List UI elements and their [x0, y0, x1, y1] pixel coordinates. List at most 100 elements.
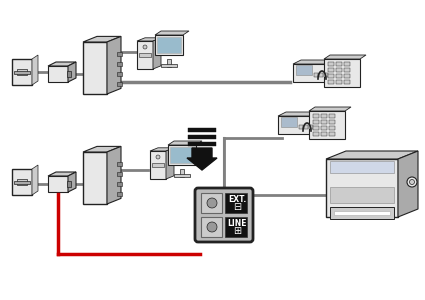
- Bar: [201, 193, 222, 213]
- Circle shape: [207, 198, 217, 208]
- Bar: [201, 217, 222, 237]
- Bar: [296, 65, 312, 75]
- Polygon shape: [155, 31, 189, 35]
- Bar: [67, 181, 71, 187]
- Polygon shape: [83, 36, 121, 42]
- Bar: [117, 52, 122, 56]
- Polygon shape: [68, 172, 76, 192]
- FancyArrow shape: [187, 148, 217, 170]
- Polygon shape: [168, 145, 196, 165]
- Bar: [225, 193, 247, 213]
- Polygon shape: [107, 36, 121, 94]
- Bar: [278, 116, 312, 134]
- Bar: [170, 147, 194, 163]
- FancyBboxPatch shape: [195, 188, 253, 242]
- Polygon shape: [324, 59, 360, 87]
- Bar: [188, 135, 216, 139]
- Polygon shape: [32, 55, 38, 85]
- Bar: [17, 69, 27, 75]
- Bar: [328, 68, 334, 72]
- Polygon shape: [309, 107, 351, 111]
- Bar: [344, 74, 350, 78]
- Bar: [17, 179, 27, 185]
- Bar: [321, 114, 327, 118]
- Polygon shape: [326, 159, 398, 217]
- Bar: [336, 80, 342, 84]
- Bar: [329, 114, 335, 118]
- Bar: [161, 64, 177, 67]
- Polygon shape: [155, 35, 183, 55]
- Polygon shape: [83, 152, 107, 204]
- Polygon shape: [48, 66, 68, 82]
- Polygon shape: [137, 38, 161, 41]
- Bar: [328, 62, 334, 66]
- Polygon shape: [278, 112, 320, 116]
- Bar: [157, 37, 181, 53]
- Bar: [330, 187, 394, 203]
- Polygon shape: [150, 151, 166, 179]
- Bar: [344, 68, 350, 72]
- Bar: [321, 120, 327, 124]
- Bar: [309, 125, 313, 129]
- Bar: [117, 62, 122, 66]
- Polygon shape: [324, 55, 366, 59]
- Bar: [139, 53, 151, 57]
- Bar: [336, 74, 342, 78]
- Bar: [314, 73, 318, 77]
- Polygon shape: [83, 42, 107, 94]
- Circle shape: [207, 222, 217, 232]
- Bar: [313, 126, 319, 130]
- Circle shape: [410, 179, 414, 184]
- Bar: [336, 62, 342, 66]
- Bar: [344, 80, 350, 84]
- Polygon shape: [137, 41, 153, 69]
- Polygon shape: [12, 59, 32, 85]
- Polygon shape: [48, 62, 76, 66]
- Bar: [324, 73, 328, 77]
- Bar: [152, 163, 164, 167]
- Bar: [293, 64, 327, 82]
- Polygon shape: [166, 148, 174, 179]
- Polygon shape: [68, 62, 76, 82]
- Bar: [167, 59, 171, 67]
- Bar: [328, 74, 334, 78]
- Bar: [344, 62, 350, 66]
- Bar: [117, 72, 122, 76]
- Bar: [117, 172, 122, 176]
- Polygon shape: [293, 60, 335, 64]
- Bar: [329, 126, 335, 130]
- Polygon shape: [83, 146, 121, 152]
- Bar: [330, 207, 394, 219]
- Bar: [334, 211, 390, 215]
- Polygon shape: [326, 151, 418, 159]
- Text: LINE: LINE: [227, 218, 247, 227]
- Polygon shape: [107, 146, 121, 204]
- Bar: [281, 117, 297, 127]
- Polygon shape: [309, 111, 345, 139]
- Bar: [117, 82, 122, 86]
- Bar: [313, 120, 319, 124]
- Bar: [328, 80, 334, 84]
- Polygon shape: [168, 141, 202, 145]
- Bar: [329, 132, 335, 136]
- Bar: [14, 70, 30, 74]
- Polygon shape: [12, 169, 32, 195]
- Polygon shape: [48, 176, 68, 192]
- Bar: [313, 132, 319, 136]
- Bar: [330, 161, 394, 173]
- Bar: [336, 68, 342, 72]
- Circle shape: [143, 45, 147, 49]
- Polygon shape: [398, 151, 418, 217]
- Bar: [180, 169, 184, 177]
- Polygon shape: [48, 172, 76, 176]
- Bar: [313, 114, 319, 118]
- Bar: [188, 128, 216, 132]
- Bar: [188, 142, 216, 146]
- Circle shape: [407, 177, 417, 187]
- Polygon shape: [32, 165, 38, 195]
- Bar: [117, 192, 122, 196]
- Bar: [321, 132, 327, 136]
- Bar: [321, 126, 327, 130]
- Bar: [117, 182, 122, 186]
- Text: EXT.: EXT.: [228, 194, 246, 203]
